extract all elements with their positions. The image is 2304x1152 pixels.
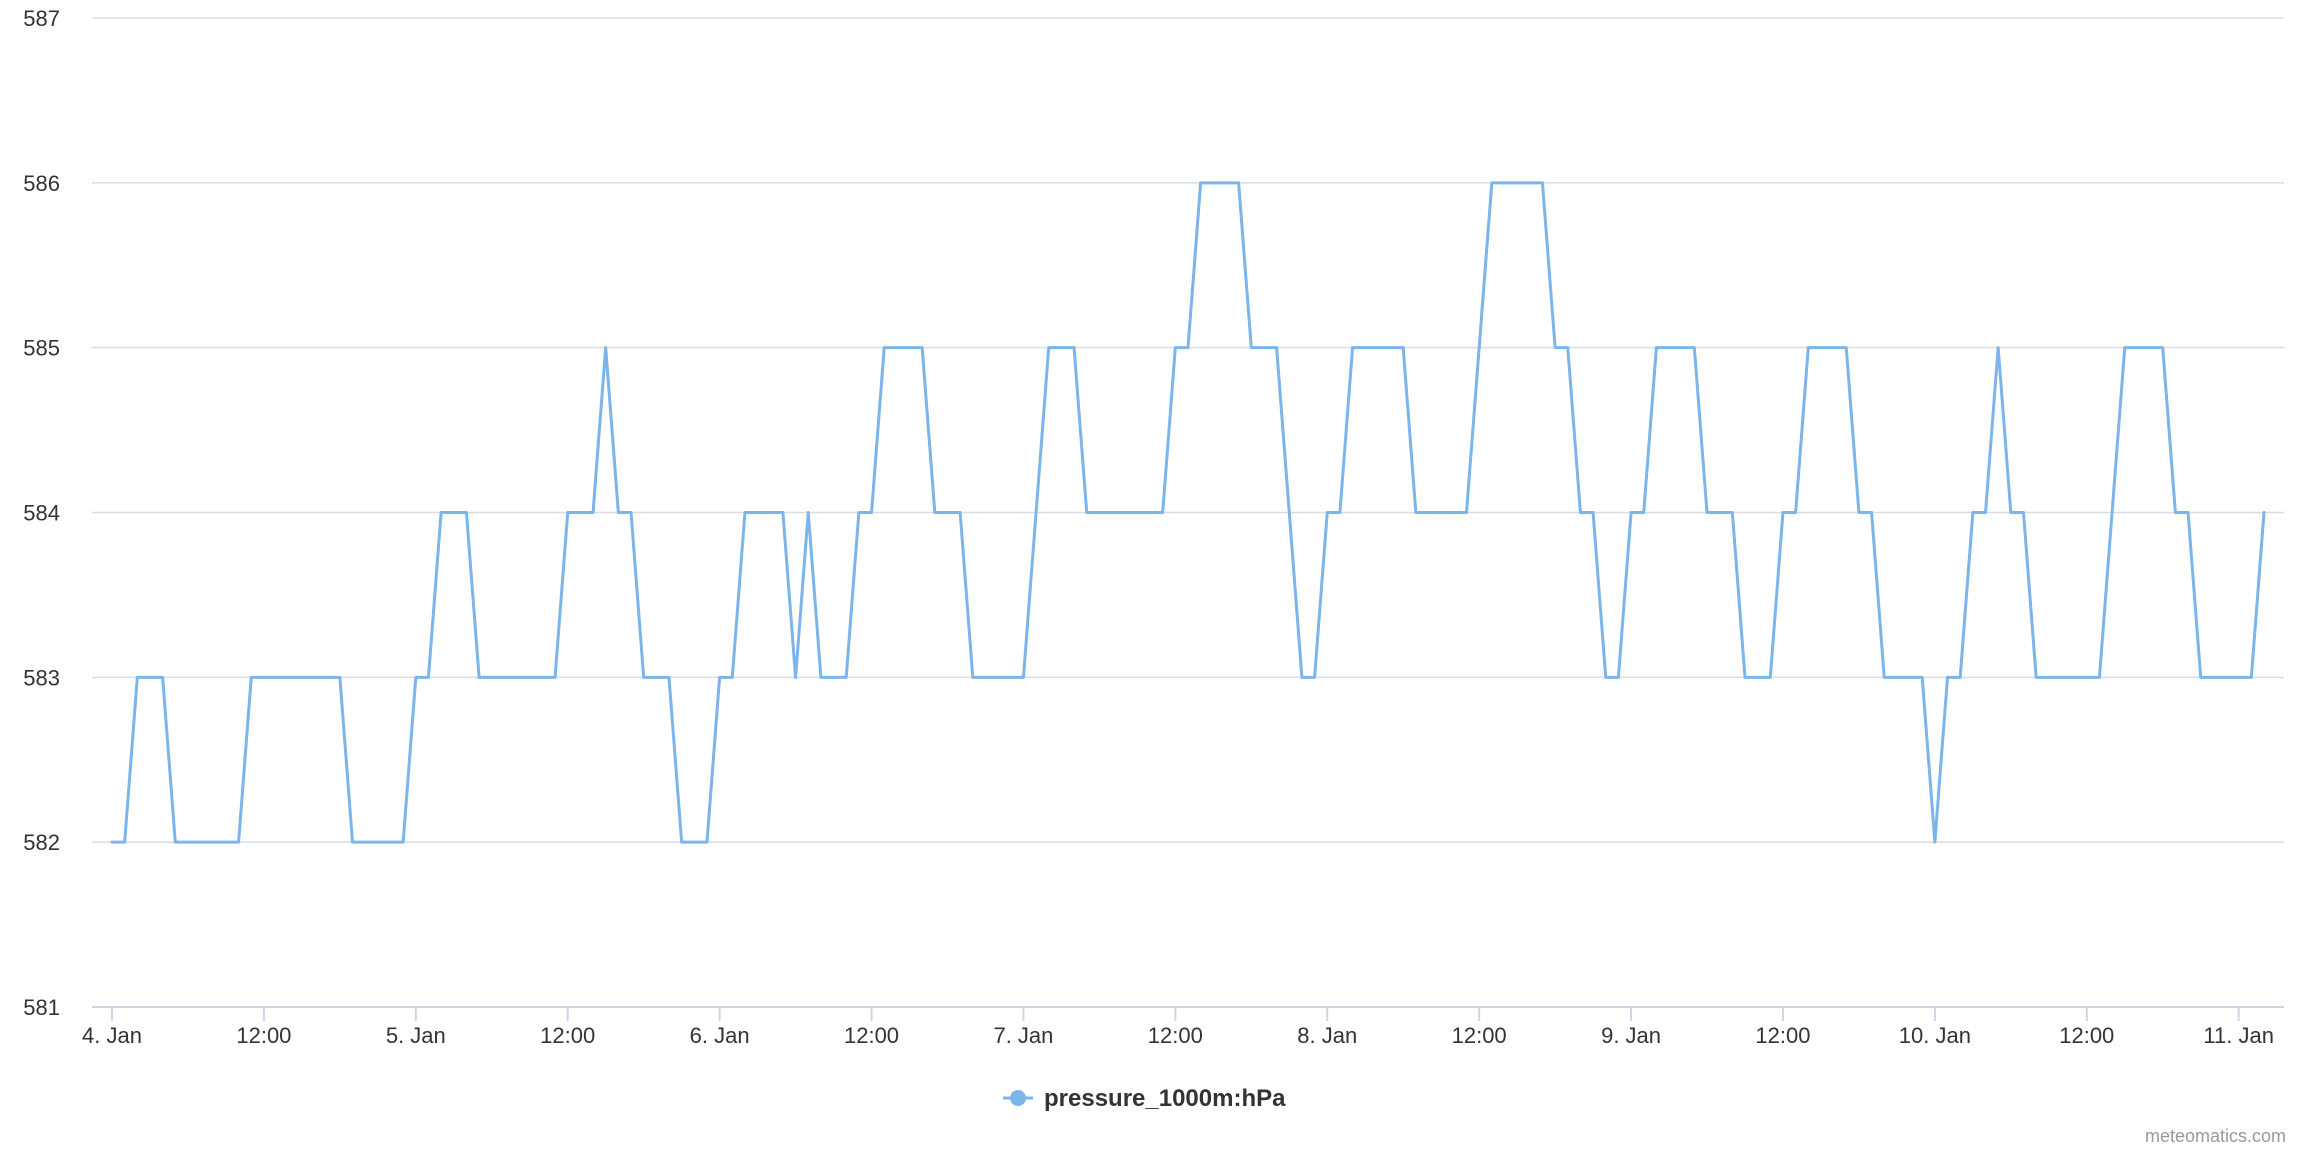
y-tick-label: 582 [23, 830, 60, 855]
x-tick-label: 7. Jan [993, 1023, 1053, 1048]
x-tick-label: 12:00 [540, 1023, 595, 1048]
x-tick-label: 10. Jan [1899, 1023, 1971, 1048]
y-tick-label: 585 [23, 336, 60, 361]
x-tick-label: 4. Jan [82, 1023, 142, 1048]
legend-marker-icon [1010, 1090, 1026, 1106]
x-axis-ticks: 4. Jan 12:00 5. Jan 12:00 6. Jan 12:00 7. Jan 1… [82, 1007, 2274, 1048]
x-tick-label: 5. Jan [386, 1023, 446, 1048]
y-tick-label: 586 [23, 171, 60, 196]
y-axis-tick-labels: 581 582 583 584 585 586 587 [23, 6, 60, 1020]
x-tick-label: 12:00 [1148, 1023, 1203, 1048]
x-tick-label: 12:00 [236, 1023, 291, 1048]
y-tick-label: 583 [23, 665, 60, 690]
series-layer [110, 181, 2266, 844]
y-tick-label: 584 [23, 501, 60, 526]
grid-lines [92, 17, 2284, 843]
x-tick-label: 9. Jan [1601, 1023, 1661, 1048]
y-tick-label: 581 [23, 995, 60, 1020]
y-tick-label: 587 [23, 6, 60, 31]
x-tick-label: 6. Jan [690, 1023, 750, 1048]
x-tick-label: 12:00 [2059, 1023, 2114, 1048]
legend-label[interactable]: pressure_1000m:hPa [1044, 1085, 1286, 1112]
x-tick-label: 12:00 [1755, 1023, 1810, 1048]
x-tick-label: 8. Jan [1297, 1023, 1357, 1048]
x-tick-label: 11. Jan [2203, 1023, 2274, 1048]
series-line-pressure[interactable] [110, 181, 2266, 844]
credit-text[interactable]: meteomatics.com [2145, 1126, 2286, 1146]
x-tick-label: 12:00 [844, 1023, 899, 1048]
legend[interactable]: pressure_1000m:hPa [1003, 1085, 1286, 1112]
x-tick-label: 12:00 [1452, 1023, 1507, 1048]
